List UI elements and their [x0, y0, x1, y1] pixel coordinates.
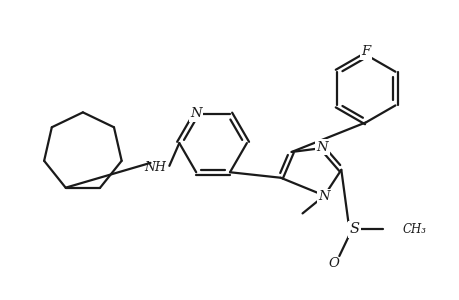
- Text: S: S: [348, 222, 358, 236]
- Text: NH: NH: [144, 161, 166, 174]
- Text: N: N: [316, 140, 328, 154]
- Text: N: N: [318, 190, 330, 203]
- Text: N: N: [190, 107, 202, 120]
- Text: O: O: [328, 257, 339, 270]
- Text: CH₃: CH₃: [402, 223, 426, 236]
- Text: F: F: [361, 45, 370, 58]
